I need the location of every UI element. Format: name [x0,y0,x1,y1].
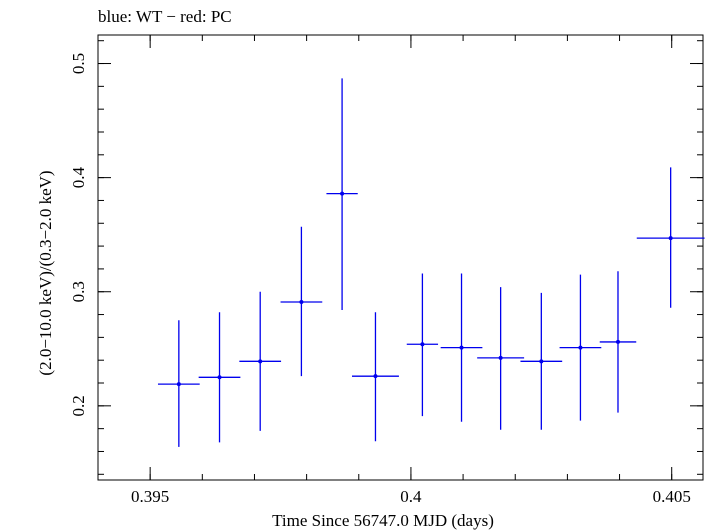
y-tick-label: 0.5 [69,53,88,74]
data-point [326,78,358,310]
x-tick-label: 0.395 [131,487,169,506]
x-tick-label: 0.405 [653,487,691,506]
data-marker [539,359,544,364]
y-tick-label: 0.2 [69,395,88,416]
data-marker [176,382,181,387]
data-marker [299,300,304,304]
data-point [520,292,563,430]
data-marker [373,374,378,379]
x-axis-label: Time Since 56747.0 MJD (days) [272,511,494,530]
data-series [157,78,705,447]
y-tick-label: 0.3 [69,281,88,302]
plot-frame [97,34,704,481]
data-marker [340,191,345,196]
data-marker [459,345,464,350]
data-point [157,320,200,447]
data-point [280,226,323,377]
data-marker [615,339,620,344]
y-tick-label: 0.4 [69,167,88,189]
data-point [198,312,241,443]
data-marker [578,345,583,350]
chart-title: blue: WT − red: PC [98,7,232,26]
data-point [559,274,602,421]
data-marker [668,236,673,241]
data-marker [498,355,503,360]
data-point [440,273,483,422]
y-axis-label: (2.0−10.0 keV)/(0.3−2.0 keV) [36,170,55,375]
data-marker [258,359,263,364]
axis-tick-labels: 0.395 0.4 0.405 0.2 0.3 0.4 0.5 [69,53,691,506]
data-point [239,291,282,431]
data-point [599,271,637,413]
x-tick-label: 0.4 [400,487,422,506]
axis-ticks [97,35,703,480]
data-point [406,273,439,417]
data-point [477,287,525,430]
data-point [636,167,705,308]
data-marker [217,375,222,380]
data-point [351,312,399,442]
data-marker [420,342,425,347]
